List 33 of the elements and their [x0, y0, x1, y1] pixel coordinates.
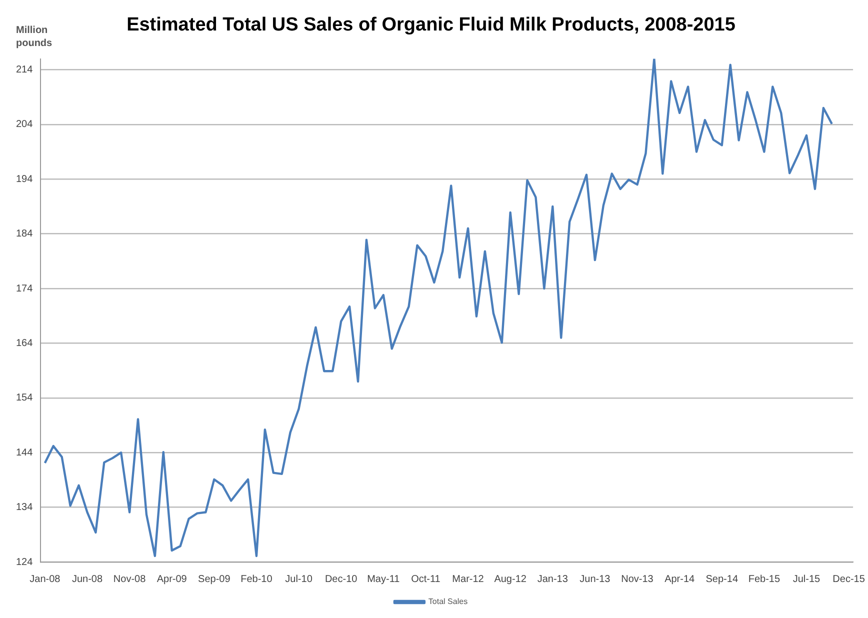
x-tick-label: Sep-14 [706, 574, 738, 585]
y-tick-label: 164 [16, 338, 34, 349]
x-tick-label: Apr-14 [664, 574, 696, 585]
y-tick-label: 184 [16, 228, 34, 240]
x-tick-label: Feb-15 [748, 574, 780, 585]
legend-label: Total Sales [428, 597, 468, 606]
y-tick-label: 204 [16, 119, 34, 130]
y-tick-label: 174 [16, 283, 34, 294]
x-tick-label: Jun-08 [72, 574, 103, 585]
x-tick-label: Oct-11 [411, 574, 441, 585]
x-tick-label: Mar-12 [452, 574, 484, 585]
y-tick-label: 154 [16, 392, 34, 404]
x-tick-label: May-11 [367, 574, 400, 585]
x-tick-label: Jan-13 [537, 574, 568, 585]
y-tick-label: 194 [16, 174, 34, 185]
y-tick-label: 124 [16, 556, 34, 568]
y-tick-label: 214 [16, 64, 34, 76]
x-tick-label: Aug-12 [494, 574, 527, 585]
y-axis-title: Million pounds [16, 24, 53, 49]
x-tick-label: Jun-13 [580, 574, 611, 585]
x-tick-label: Jan-08 [30, 574, 61, 585]
x-tick-label: Jul-10 [285, 574, 313, 585]
x-tick-label: Jul-15 [792, 574, 821, 585]
chart-title: Estimated Total US Sales of Organic Fluid Milk Products, 2008-2015 [126, 14, 736, 36]
y-tick-label: 144 [16, 447, 34, 458]
x-tick-label: Nov-08 [113, 574, 146, 585]
x-tick-label: Sep-09 [198, 574, 231, 585]
x-tick-label: Dec-10 [324, 574, 358, 585]
x-tick-label: Apr-09 [156, 574, 188, 585]
y-tick-label: 134 [16, 502, 34, 514]
x-tick-label: Nov-13 [621, 574, 654, 585]
x-tick-label: Feb-10 [240, 574, 273, 585]
x-tick-label: Dec-15 [832, 574, 866, 585]
